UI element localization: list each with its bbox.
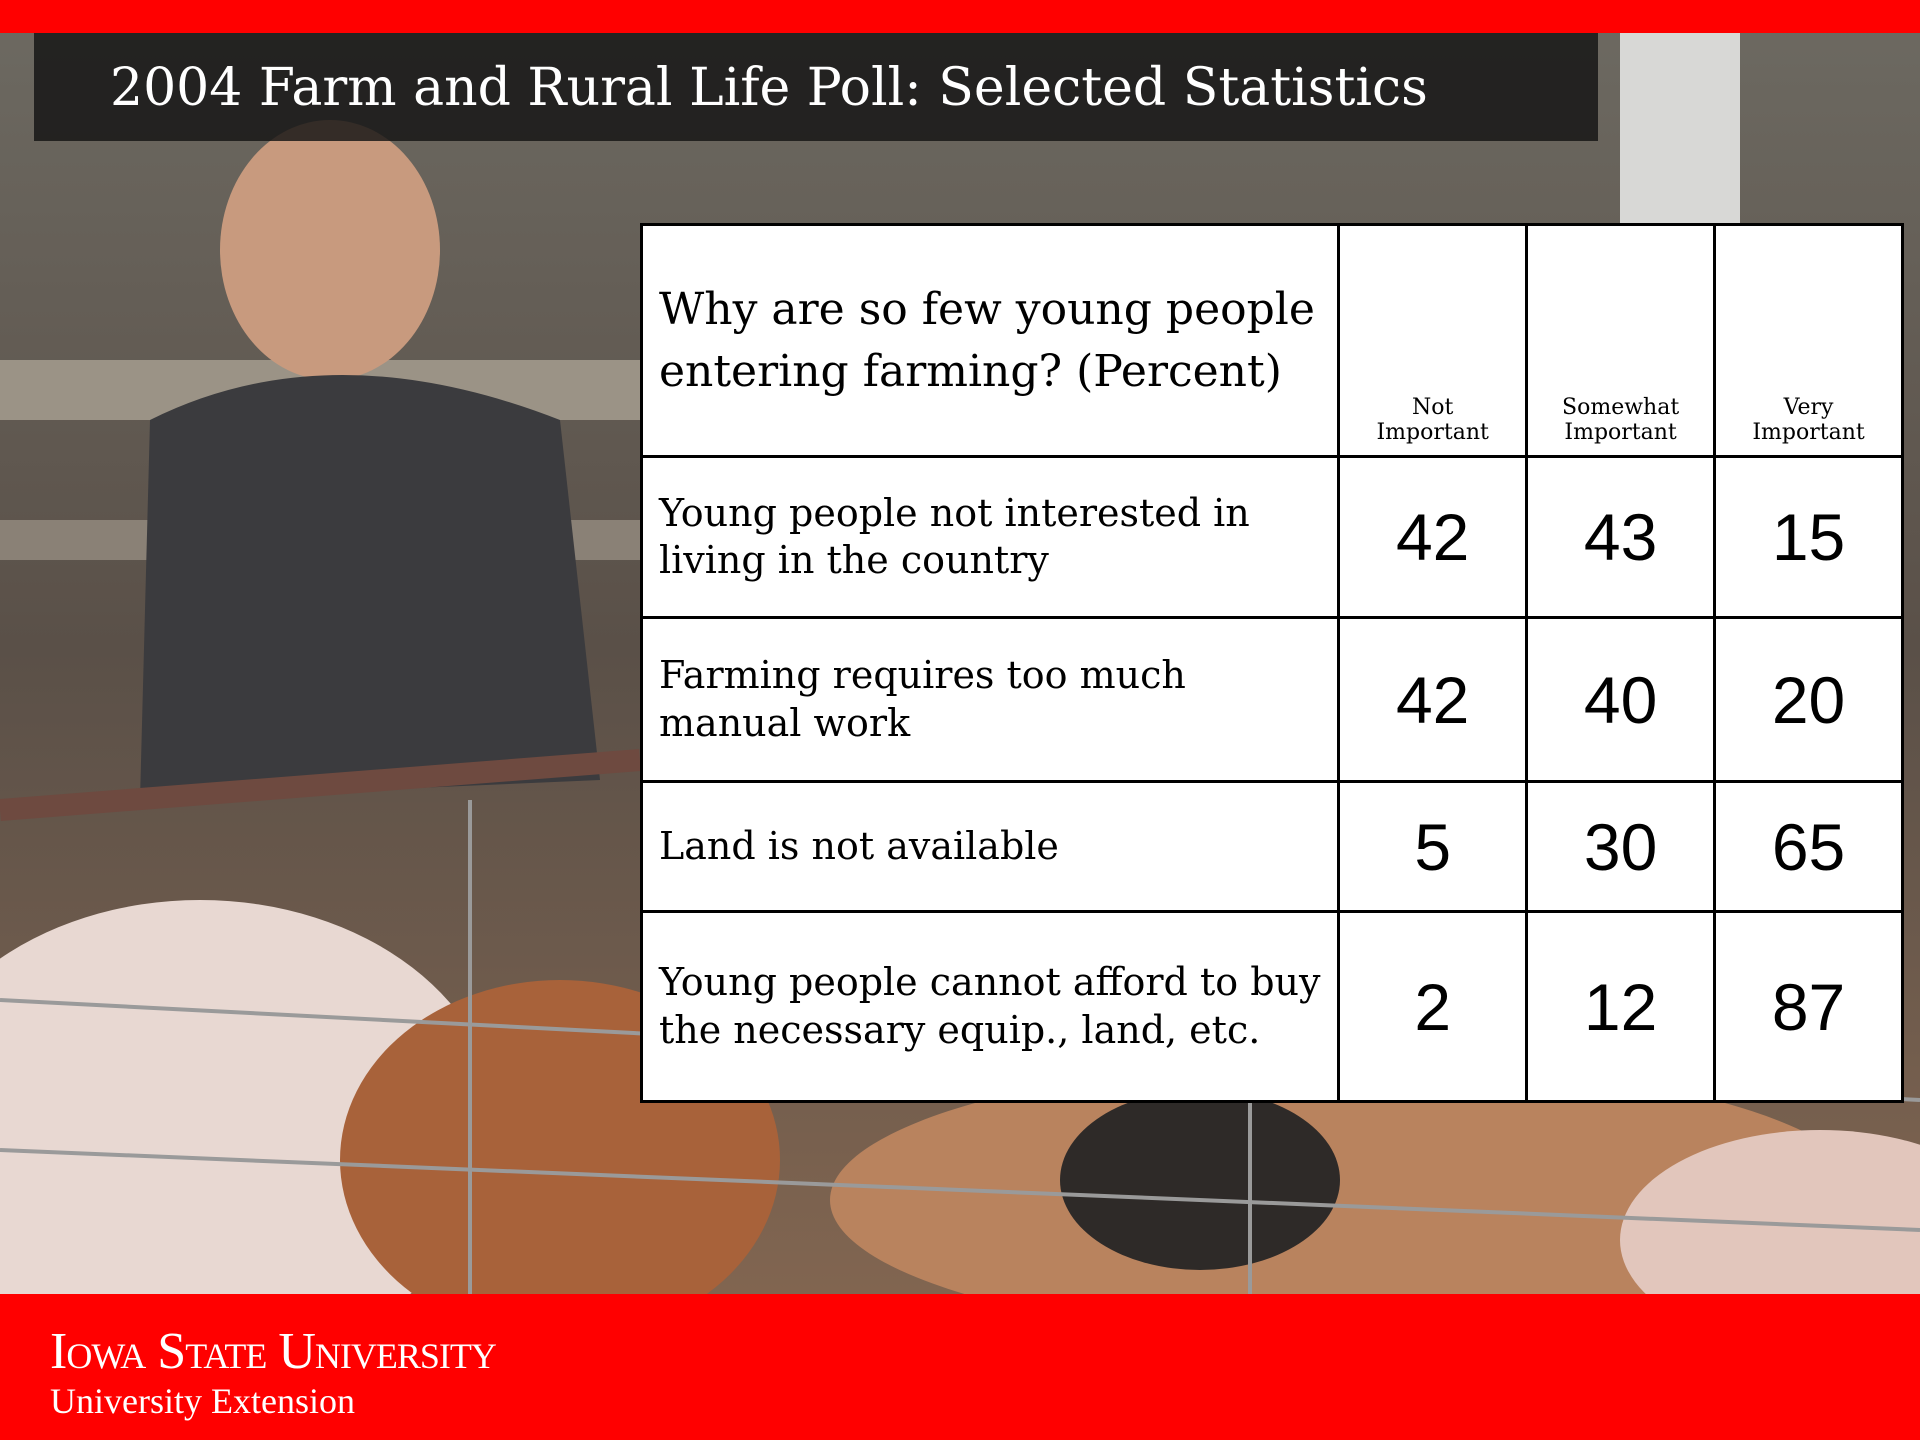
percent-cell: 43 bbox=[1525, 455, 1717, 619]
percent-cell: 87 bbox=[1713, 910, 1904, 1103]
percent-cell: 30 bbox=[1525, 780, 1717, 913]
logo-text: Iowa State University bbox=[50, 1323, 497, 1380]
percent-cell: 40 bbox=[1525, 616, 1717, 783]
percent-cell: 15 bbox=[1713, 455, 1904, 619]
question-cell: Why are so few young people entering far… bbox=[639, 223, 1341, 458]
data-row: Young people not interested in living in… bbox=[639, 455, 1904, 619]
header-row: Why are so few young people entering far… bbox=[639, 223, 1904, 458]
row-label: Farming requires too much manual work bbox=[639, 616, 1341, 783]
percent-cell: 42 bbox=[1337, 455, 1529, 619]
logo-subtitle: University Extension bbox=[50, 1381, 355, 1421]
data-row: Land is not available 5 30 65 bbox=[639, 780, 1904, 913]
top-bar bbox=[0, 0, 1920, 33]
percent-cell: 2 bbox=[1337, 910, 1529, 1103]
data-row: Farming requires too much manual work 42 4… bbox=[639, 616, 1904, 783]
percent-cell: 42 bbox=[1337, 616, 1529, 783]
percent-cell: 5 bbox=[1337, 780, 1529, 913]
column-header: Not Important bbox=[1337, 223, 1529, 458]
poll-table: Why are so few young people entering far… bbox=[639, 223, 1904, 1103]
percent-cell: 12 bbox=[1525, 910, 1717, 1103]
data-row: Young people cannot afford to buy the ne… bbox=[639, 910, 1904, 1103]
row-label: Young people not interested in living in… bbox=[639, 455, 1341, 619]
row-label: Land is not available bbox=[639, 780, 1341, 913]
footer-bar bbox=[0, 1294, 1920, 1440]
percent-cell: 65 bbox=[1713, 780, 1904, 913]
column-header: Somewhat Important bbox=[1525, 223, 1717, 458]
row-label: Young people cannot afford to buy the ne… bbox=[639, 910, 1341, 1103]
percent-cell: 20 bbox=[1713, 616, 1904, 783]
title-band bbox=[34, 33, 1598, 141]
column-header: Very Important bbox=[1713, 223, 1904, 458]
slide-title: 2004 Farm and Rural Life Poll: Selected … bbox=[110, 58, 1428, 118]
